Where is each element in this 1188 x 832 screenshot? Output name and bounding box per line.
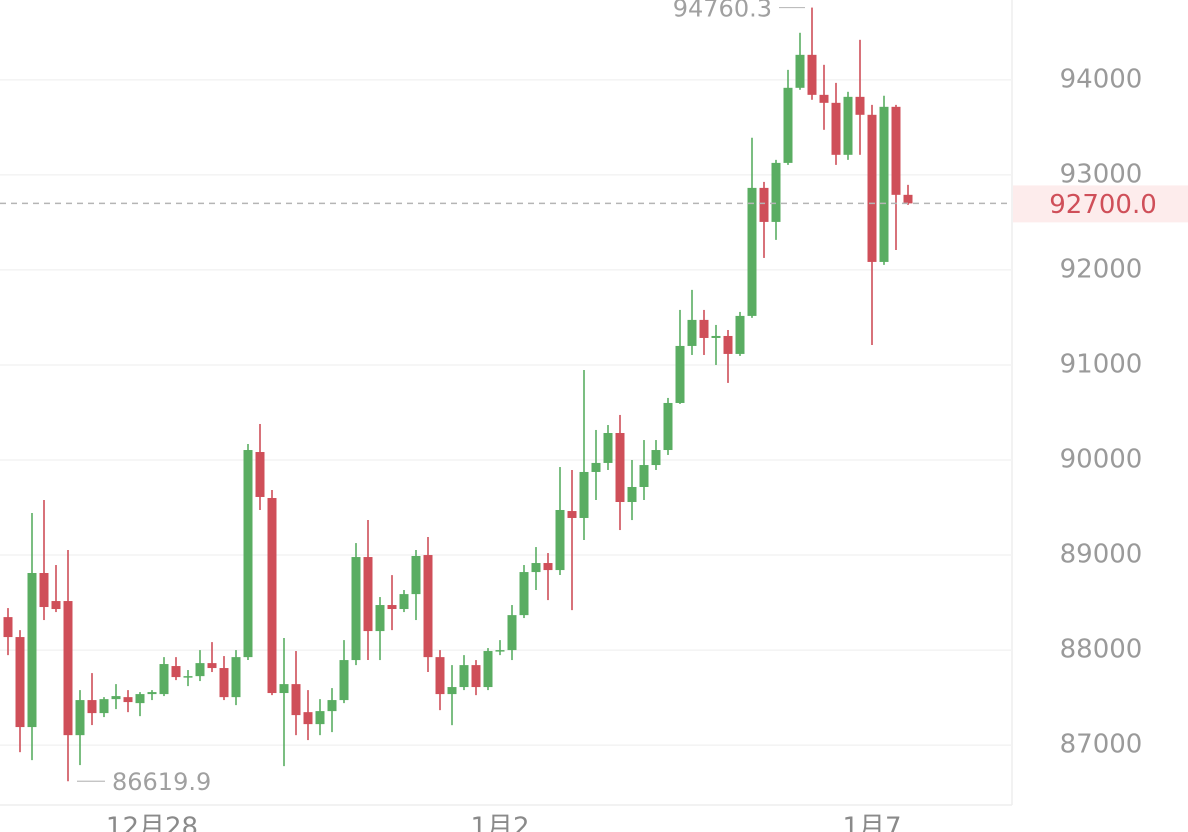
candle-body [15,637,25,728]
x-tick-label: 1月7 [842,813,901,832]
candle-body [435,657,445,695]
candle-body [639,465,649,487]
candle-body [423,555,433,658]
y-tick-label: 93000 [1060,159,1143,189]
candle-body [39,573,49,608]
candle-body [411,555,421,595]
candle-body [735,315,745,354]
candle-body [663,402,673,451]
candle-body [795,54,805,88]
x-tick-label: 12月28 [106,813,198,832]
candle-body [819,94,829,103]
last-price-label: 92700.0 [1049,190,1157,220]
candle-body [99,699,109,714]
candle-body [771,162,781,222]
candle-body [255,452,265,497]
candle-body [747,187,757,316]
y-tick-label: 92000 [1060,254,1143,284]
candle-body [843,96,853,155]
candle-body [495,650,505,652]
candle-body [75,700,85,736]
y-tick-label: 90000 [1060,445,1143,475]
candle-body [267,498,277,694]
x-tick-label: 1月2 [470,813,529,832]
candle-body [675,345,685,403]
candle-body [27,573,37,728]
candle-body [507,615,517,651]
candle-body [63,601,73,736]
y-tick-label: 94000 [1060,64,1143,94]
candle-body [171,666,181,678]
candle-body [219,668,229,698]
candle-body [339,660,349,701]
y-tick-label: 87000 [1060,730,1143,760]
candle-body [243,450,253,658]
candle-body [291,684,301,716]
candle-body [759,187,769,222]
candle-body [579,471,589,518]
y-tick-label: 89000 [1060,540,1143,570]
candle-body [879,106,889,262]
candle-body [279,684,289,694]
candle-body [135,694,145,704]
candle-body [687,319,697,346]
candle-body [567,511,577,518]
candle-body [327,700,337,712]
candle-body [51,601,61,610]
candle-body [315,711,325,725]
candle-body [399,594,409,610]
candle-body [387,605,397,610]
candle-body [699,319,709,338]
candle-body [111,696,121,700]
last-price-tag-bg [1013,185,1188,223]
candle-body [147,692,157,695]
candle-body [447,687,457,695]
candle-body [711,335,721,338]
candle-body [459,665,469,688]
y-tick-label: 91000 [1060,349,1143,379]
candle-body [363,557,373,632]
candle-body [855,96,865,115]
candle-body [783,87,793,163]
candle-body [555,509,565,571]
candle-body [195,663,205,677]
candle-body [627,486,637,503]
candle-body [615,433,625,503]
candle-body [231,657,241,698]
candle-body [807,54,817,95]
candle-body [471,665,481,688]
min-low-label: 86619.9 [112,768,211,796]
candle-body [87,700,97,714]
candle-body [123,697,133,703]
candle-body [891,106,901,195]
candle-body [375,605,385,632]
candle-body [603,433,613,463]
candle-body [159,664,169,695]
candle-body [651,450,661,466]
candle-body [519,572,529,616]
candle-body [207,663,217,669]
candle-body [723,335,733,354]
candle-body [531,563,541,573]
candle-body [303,712,313,725]
candle-body [903,194,913,204]
candle-body [831,102,841,155]
candle-body [867,114,877,262]
candle-body [483,651,493,688]
candle-body [3,617,13,638]
max-high-label: 94760.3 [673,0,772,23]
candle-body [183,676,193,678]
candle-body [351,557,361,661]
candle-body [591,462,601,472]
candle-body [543,563,553,571]
y-tick-label: 88000 [1060,635,1143,665]
